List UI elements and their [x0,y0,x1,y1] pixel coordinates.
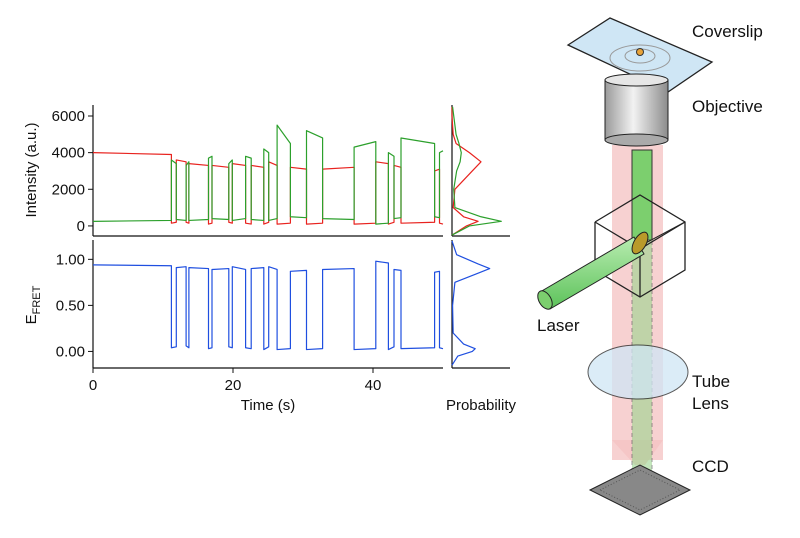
label: Laser [537,316,580,335]
y-axis-title: Intensity (a.u.) [23,122,40,217]
series-line [451,240,491,366]
x-tick-label: 0 [89,377,97,394]
label: Objective [692,97,763,116]
emission-beam [631,149,653,241]
y-tick-label: 2000 [52,181,85,198]
y-tick-label: 0.00 [56,343,85,360]
series-line [451,106,482,236]
y-axis-title-main: E [23,314,40,324]
microscope-diagram: Coverslip Objective Laser Tube Lens CCD [537,17,763,516]
series-line [92,124,444,225]
laser-end [537,290,553,310]
y-tick-label: 1.00 [56,251,85,268]
mirror-spot [631,231,649,255]
y-tick-label: 0.50 [56,297,85,314]
label: CCD [692,457,729,476]
y-tick-label: 0 [77,218,85,235]
ccd [588,464,692,516]
x-axis-title: Probability [446,397,517,414]
tube-lens [587,344,689,400]
label: Lens [692,394,729,413]
coverslip-ring [609,44,671,72]
y-axis-title-sub: FRET [31,285,43,314]
objective-top [604,73,669,87]
series-line [92,152,444,225]
series-line [451,106,502,236]
objective-bottom [604,133,669,147]
objective [604,79,669,141]
x-tick-label: 40 [365,377,382,394]
y-axis-title: EFRET [23,285,43,324]
sample [636,48,644,56]
y-tick-label: 4000 [52,145,85,162]
label: Tube [692,372,730,391]
x-axis-title: Time (s) [241,397,295,414]
y-tick-label: 6000 [52,108,85,125]
x-tick-label: 20 [225,377,242,394]
label: Coverslip [692,22,763,41]
series-line [92,260,444,351]
